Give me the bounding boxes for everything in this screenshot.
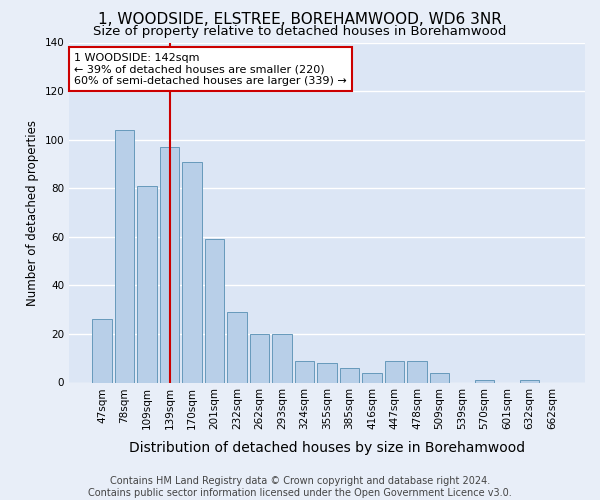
Bar [182, 162, 202, 382]
Bar [92, 320, 112, 382]
Bar [205, 239, 224, 382]
Bar [362, 373, 382, 382]
Bar [115, 130, 134, 382]
Bar [137, 186, 157, 382]
Bar [430, 373, 449, 382]
Bar [272, 334, 292, 382]
X-axis label: Distribution of detached houses by size in Borehamwood: Distribution of detached houses by size … [129, 440, 525, 454]
Y-axis label: Number of detached properties: Number of detached properties [26, 120, 39, 306]
Bar [475, 380, 494, 382]
Bar [385, 360, 404, 382]
Bar [340, 368, 359, 382]
Text: Contains HM Land Registry data © Crown copyright and database right 2024.
Contai: Contains HM Land Registry data © Crown c… [88, 476, 512, 498]
Text: Size of property relative to detached houses in Borehamwood: Size of property relative to detached ho… [94, 25, 506, 38]
Bar [227, 312, 247, 382]
Text: 1, WOODSIDE, ELSTREE, BOREHAMWOOD, WD6 3NR: 1, WOODSIDE, ELSTREE, BOREHAMWOOD, WD6 3… [98, 12, 502, 28]
Bar [160, 147, 179, 382]
Bar [295, 360, 314, 382]
Bar [317, 363, 337, 382]
Bar [407, 360, 427, 382]
Bar [250, 334, 269, 382]
Text: 1 WOODSIDE: 142sqm
← 39% of detached houses are smaller (220)
60% of semi-detach: 1 WOODSIDE: 142sqm ← 39% of detached hou… [74, 52, 347, 86]
Bar [520, 380, 539, 382]
